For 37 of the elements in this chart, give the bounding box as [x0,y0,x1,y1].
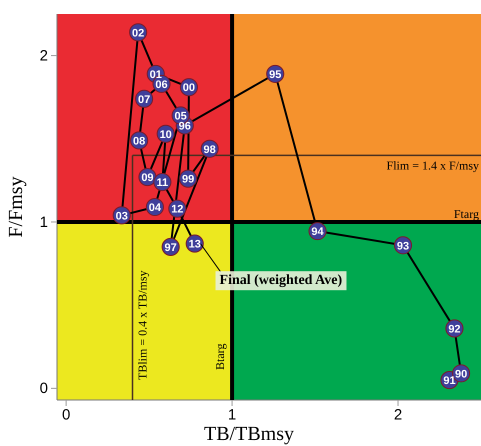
annotation: 11 [156,177,168,190]
annotation: 93 [396,240,410,252]
ref-line-label: Ftarg [454,206,479,221]
annotation: 04 [148,202,162,214]
annotation: 00 [182,82,196,94]
annotation: Final (weighted Ave) [220,273,342,288]
annotation: 95 [269,68,282,81]
annotation: 13 [188,238,201,251]
annotation: 92 [448,323,461,336]
ref-line-label: Btarg [213,344,228,370]
annotation: 06 [155,78,168,91]
annotation: 94 [311,226,325,238]
x-tick-label: 2 [394,406,402,424]
annotation: 12 [171,204,184,216]
y-tick-label: 0 [40,380,48,398]
annotation: 98 [204,144,216,156]
x-axis-title: TB/TBmsy [204,423,294,445]
x-tick-label: 1 [228,406,236,424]
annotation: 97 [164,242,177,254]
annotation: 09 [141,172,154,184]
annotation: 08 [133,135,146,148]
annotation: 03 [116,210,128,222]
ref-line-label: TBlim = 0.4 x TB/msy [136,270,150,380]
y-axis-title: F/Fmsy [5,176,27,238]
y-tick-label: 2 [40,47,48,64]
x-tick-label: 0 [62,406,70,424]
annotation: 02 [132,27,144,40]
annotation: 10 [160,128,172,141]
ref-line-label: Flim = 1.4 x F/msy [386,158,479,172]
annotation: 91 [443,375,456,388]
annotation: 01 [150,68,162,81]
annotation: 90 [454,368,468,380]
y-tick-label: 1 [40,214,48,231]
annotation: 07 [138,94,150,106]
annotation: 99 [182,174,194,186]
annotation: 05 [174,110,187,122]
annotation: 96 [178,120,191,132]
